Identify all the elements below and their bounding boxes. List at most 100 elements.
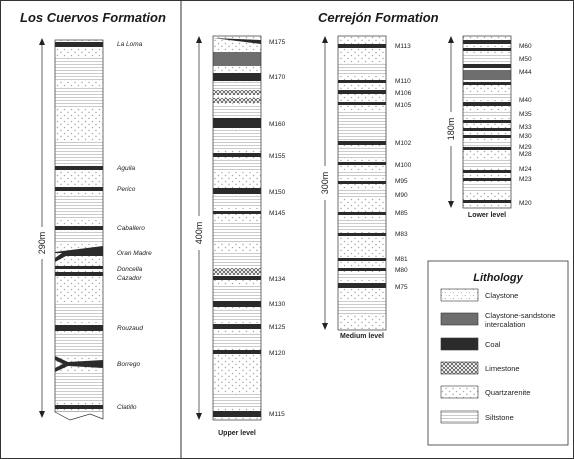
los-cuervos-title: Los Cuervos Formation: [20, 10, 166, 25]
coal-seam: [213, 301, 261, 307]
lithology-siltstone: [338, 64, 386, 76]
seam-tick: M33: [519, 124, 532, 131]
seam-tick: M29: [519, 144, 532, 151]
seam-tick: M115: [269, 411, 285, 418]
bed-name: Clatillo: [117, 404, 137, 411]
medium-column: [337, 35, 387, 331]
coal-seam: [338, 212, 386, 215]
coal-seam: [55, 187, 103, 191]
lithology-siltstone: [55, 372, 103, 402]
seam-tick: M125: [269, 324, 286, 331]
coal-seam-split: [55, 356, 103, 372]
bed-name: Cazador: [117, 275, 142, 282]
seam-tick: M130: [269, 301, 286, 308]
coal-seam: [213, 276, 261, 280]
legend-swatch-coal: [440, 337, 479, 351]
lithology-limestone: [213, 90, 261, 95]
column-outline: [462, 35, 512, 209]
coal-seam: [338, 162, 386, 165]
column-outline: [337, 35, 387, 331]
lithology-siltstone: [213, 222, 261, 242]
medium-level-label: Medium level: [340, 333, 384, 340]
coal-seam: [338, 258, 386, 261]
bed-name: Rouzaud: [117, 325, 143, 332]
upper-column: [212, 35, 262, 421]
lithology-siltstone: [213, 82, 261, 90]
legend-swatch-intercalation: [440, 312, 479, 326]
coal-seam: [213, 188, 261, 194]
coal-seam: [55, 325, 103, 331]
lower-scale: 180m: [444, 36, 458, 208]
coal-seam: [338, 44, 386, 48]
lithology-siltstone: [55, 88, 103, 108]
lithology-intercalation: [213, 52, 261, 66]
bed-name: La Loma: [117, 41, 143, 48]
coal-seam: [338, 90, 386, 94]
upper-scale: 400m: [192, 36, 206, 420]
lithology-siltstone: [213, 394, 261, 408]
legend-label: Limestone: [485, 364, 520, 373]
medium-scale: 300m: [318, 36, 332, 330]
lithology-siltstone: [463, 92, 511, 100]
seam-tick: M160: [269, 121, 286, 128]
lithology-siltstone: [213, 252, 261, 268]
seam-tick: M110: [395, 78, 411, 85]
lithology-siltstone: [338, 190, 386, 198]
legend-title: Lithology: [473, 272, 523, 284]
bed-name: Aguila: [116, 165, 135, 172]
column-base: [54, 411, 104, 421]
coal-seam: [213, 73, 261, 81]
lower-level-label: Lower level: [468, 212, 506, 219]
seam-tick: M145: [269, 210, 286, 217]
lithology-siltstone: [338, 170, 386, 178]
lithology-siltstone: [463, 182, 511, 192]
seam-tick: M100: [395, 162, 412, 169]
lithology-siltstone: [55, 232, 103, 244]
seam-tick: M20: [519, 200, 532, 207]
seam-tick: M120: [269, 350, 286, 357]
coal-seam: [463, 128, 511, 131]
coal-seam: [338, 268, 386, 271]
upper-seam-ticks: M175 M170 M160 M155 M150 M145 M134 M130 …: [269, 39, 286, 418]
lithology-siltstone: [55, 142, 103, 164]
lithology-siltstone: [463, 112, 511, 118]
coal-seam: [463, 170, 511, 173]
seam-tick: M150: [269, 189, 286, 196]
lithology-legend: Lithology Claystone Claystone-sandstone i…: [427, 260, 569, 446]
seam-tick: M90: [395, 192, 408, 199]
seam-tick: M134: [269, 276, 286, 283]
coal-seam: [338, 283, 386, 288]
los-cuervos-scale: 290m: [35, 38, 49, 418]
seam-tick: M102: [395, 140, 412, 147]
coal-seam: [213, 411, 261, 417]
coal-seam: [338, 141, 386, 145]
seam-tick: M105: [395, 102, 412, 109]
seam-tick: M23: [519, 176, 532, 183]
seam-tick: M175: [269, 39, 286, 46]
lithology-limestone: [213, 268, 261, 275]
seam-tick: M28: [519, 151, 532, 158]
los-cuervos-thickness: 290m: [37, 232, 47, 255]
coal-seam-split: [55, 246, 103, 262]
seam-tick: M24: [519, 166, 532, 173]
lithology-siltstone: [338, 220, 386, 232]
seam-tick: M95: [395, 178, 408, 185]
coal-seam: [463, 82, 511, 85]
coal-seam: [338, 233, 386, 236]
seam-tick: M81: [395, 256, 408, 263]
seam-tick: M35: [519, 111, 532, 118]
lithology-siltstone: [213, 285, 261, 299]
bed-name: Borrego: [117, 361, 141, 368]
bed-name: Perico: [117, 186, 136, 193]
legend-label: Claystone: [485, 291, 518, 300]
lithology-siltstone: [338, 272, 386, 280]
lithology-siltstone: [55, 58, 103, 80]
coal-seam: [463, 102, 511, 106]
lithology-siltstone: [213, 160, 261, 172]
legend-label: Quartzarenite: [485, 388, 530, 397]
coal-seam: [55, 272, 103, 276]
seam-tick: M40: [519, 97, 532, 104]
seam-tick: M30: [519, 133, 532, 140]
lithology-siltstone: [338, 110, 386, 140]
legend-label: Siltstone: [485, 413, 514, 422]
